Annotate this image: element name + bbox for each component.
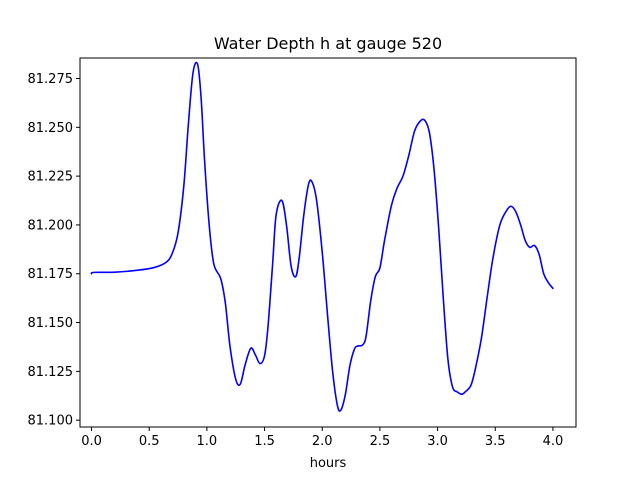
x-tick-label: 0.5 — [139, 434, 160, 449]
series-line-0 — [90, 61, 554, 412]
x-tick-label: 4.0 — [543, 434, 564, 449]
x-tick-label: 2.0 — [312, 434, 333, 449]
plot-frame — [79, 57, 577, 428]
x-axis-ticks: 0.0 0.5 1.0 1.5 2.0 2.5 3.0 3.5 4.0 — [81, 427, 563, 449]
y-tick-label: 81.200 — [28, 218, 74, 233]
y-tick-label: 81.175 — [28, 267, 74, 282]
y-tick-label: 81.125 — [28, 365, 74, 380]
x-axis-label: hours — [310, 456, 347, 471]
y-tick-label: 81.225 — [28, 170, 74, 185]
y-tick-label: 81.100 — [28, 414, 74, 429]
x-tick-label: 3.5 — [485, 434, 506, 449]
x-tick-label: 1.5 — [254, 434, 275, 449]
x-tick-label: 0.0 — [81, 434, 102, 449]
series-lines — [90, 61, 554, 412]
x-tick-label: 2.5 — [370, 434, 391, 449]
y-tick-label: 81.250 — [28, 121, 74, 136]
y-tick-label: 81.275 — [28, 72, 74, 87]
y-tick-label: 81.150 — [28, 316, 74, 331]
x-tick-label: 1.0 — [197, 434, 218, 449]
chart-title: Water Depth h at gauge 520 — [214, 34, 442, 53]
plot-area — [80, 58, 576, 427]
y-axis-ticks: 81.100 81.125 81.150 81.175 81.200 81.225 81.2… — [28, 72, 80, 429]
x-tick-label: 3.0 — [427, 434, 448, 449]
